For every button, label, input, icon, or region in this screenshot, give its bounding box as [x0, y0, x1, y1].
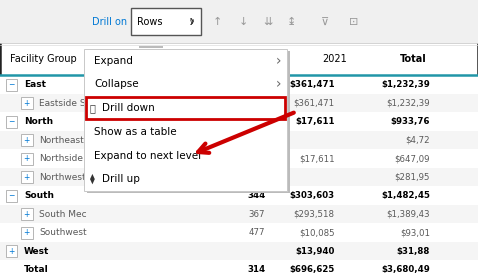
- Text: +: +: [23, 154, 30, 163]
- Text: 470: 470: [249, 136, 265, 145]
- Text: ⊽: ⊽: [321, 17, 329, 27]
- FancyBboxPatch shape: [0, 149, 478, 168]
- Text: ∨: ∨: [189, 17, 195, 26]
- Text: Southwest: Southwest: [39, 228, 87, 237]
- Text: $933,76: $933,76: [391, 117, 430, 126]
- Text: 937: 937: [247, 117, 265, 126]
- FancyBboxPatch shape: [0, 94, 478, 112]
- FancyBboxPatch shape: [0, 0, 478, 43]
- Text: $361,471: $361,471: [293, 98, 335, 108]
- Text: $647,09: $647,09: [395, 154, 430, 163]
- FancyBboxPatch shape: [21, 227, 33, 239]
- Text: ↑: ↑: [213, 17, 222, 27]
- Text: $1,232,39: $1,232,39: [381, 80, 430, 89]
- Text: West: West: [24, 247, 49, 256]
- Text: ⧫: ⧫: [90, 174, 95, 184]
- Text: $303,603: $303,603: [290, 191, 335, 200]
- FancyBboxPatch shape: [0, 186, 478, 205]
- Text: Expand: Expand: [94, 56, 133, 66]
- Text: 2021: 2021: [322, 54, 347, 64]
- Text: +: +: [23, 173, 30, 182]
- FancyBboxPatch shape: [0, 168, 478, 186]
- FancyBboxPatch shape: [86, 97, 285, 119]
- Text: ↨: ↨: [287, 17, 296, 27]
- Text: ❯: ❯: [189, 18, 195, 25]
- Text: 574: 574: [249, 173, 265, 182]
- Text: $17,611: $17,611: [295, 117, 335, 126]
- Text: Northeast: Northeast: [39, 136, 84, 145]
- FancyBboxPatch shape: [6, 190, 17, 202]
- Text: −: −: [8, 80, 15, 89]
- Text: $1,389,43: $1,389,43: [387, 210, 430, 219]
- Text: South Mec: South Mec: [39, 210, 87, 219]
- Text: Northside: Northside: [39, 154, 83, 163]
- Text: $199,033: $199,033: [220, 80, 265, 89]
- Text: $31,88: $31,88: [397, 247, 430, 256]
- Text: ⊡: ⊡: [349, 17, 358, 27]
- Text: Facility Group: Facility Group: [10, 54, 76, 64]
- Text: South: South: [24, 191, 54, 200]
- Text: 477: 477: [249, 228, 265, 237]
- FancyBboxPatch shape: [0, 205, 478, 223]
- Text: $293,518: $293,518: [293, 210, 335, 219]
- FancyBboxPatch shape: [21, 208, 33, 220]
- Text: $361,471: $361,471: [289, 80, 335, 89]
- FancyBboxPatch shape: [0, 112, 478, 131]
- Text: ⇊: ⇊: [263, 17, 272, 27]
- Text: +: +: [23, 210, 30, 219]
- Text: Show as a table: Show as a table: [94, 127, 177, 137]
- Text: Northwest: Northwest: [39, 173, 86, 182]
- Text: ›: ›: [275, 77, 281, 92]
- Text: $13,940: $13,940: [295, 247, 335, 256]
- FancyBboxPatch shape: [6, 116, 17, 128]
- Text: ↓: ↓: [239, 17, 249, 27]
- FancyBboxPatch shape: [0, 223, 478, 242]
- Text: 314: 314: [247, 265, 265, 274]
- FancyBboxPatch shape: [84, 49, 287, 191]
- Text: +: +: [23, 136, 30, 145]
- Text: Drill up: Drill up: [102, 174, 140, 184]
- Text: 393: 393: [249, 154, 265, 163]
- Text: $696,625: $696,625: [289, 265, 335, 274]
- FancyBboxPatch shape: [131, 8, 201, 35]
- Text: $93,01: $93,01: [400, 228, 430, 237]
- FancyBboxPatch shape: [21, 171, 33, 183]
- Text: +: +: [8, 247, 15, 256]
- FancyBboxPatch shape: [6, 245, 17, 257]
- Text: +: +: [23, 228, 30, 237]
- FancyBboxPatch shape: [87, 51, 290, 193]
- Text: Total: Total: [400, 54, 427, 64]
- Text: Eastside Sp: Eastside Sp: [39, 98, 92, 108]
- Text: Collapse: Collapse: [94, 80, 139, 89]
- FancyBboxPatch shape: [0, 242, 478, 261]
- Text: $1,232,39: $1,232,39: [387, 98, 430, 108]
- Text: $281,95: $281,95: [395, 173, 430, 182]
- Text: ›: ›: [275, 54, 281, 68]
- Text: $671,887: $671,887: [163, 80, 208, 89]
- Text: $4,72: $4,72: [405, 136, 430, 145]
- Text: $10,085: $10,085: [299, 228, 335, 237]
- FancyBboxPatch shape: [0, 131, 478, 149]
- Text: ⧬: ⧬: [89, 103, 95, 113]
- FancyBboxPatch shape: [21, 134, 33, 146]
- FancyBboxPatch shape: [0, 75, 478, 94]
- Text: 033: 033: [249, 98, 265, 108]
- Text: North: North: [24, 117, 53, 126]
- Text: 2019: 2019: [188, 54, 213, 64]
- FancyBboxPatch shape: [6, 79, 17, 90]
- Text: Expand to next level: Expand to next level: [94, 151, 201, 160]
- FancyBboxPatch shape: [139, 46, 163, 48]
- Text: +: +: [23, 98, 30, 108]
- Text: 2020: 2020: [253, 54, 278, 64]
- Text: $1,482,45: $1,482,45: [381, 191, 430, 200]
- Text: −: −: [8, 191, 15, 200]
- Text: $3,680,49: $3,680,49: [381, 265, 430, 274]
- Text: 367: 367: [249, 210, 265, 219]
- Text: Total: Total: [24, 265, 49, 274]
- FancyBboxPatch shape: [21, 153, 33, 165]
- Text: 344: 344: [247, 191, 265, 200]
- FancyBboxPatch shape: [0, 261, 478, 279]
- Text: Rows: Rows: [137, 17, 163, 27]
- Text: $17,611: $17,611: [299, 154, 335, 163]
